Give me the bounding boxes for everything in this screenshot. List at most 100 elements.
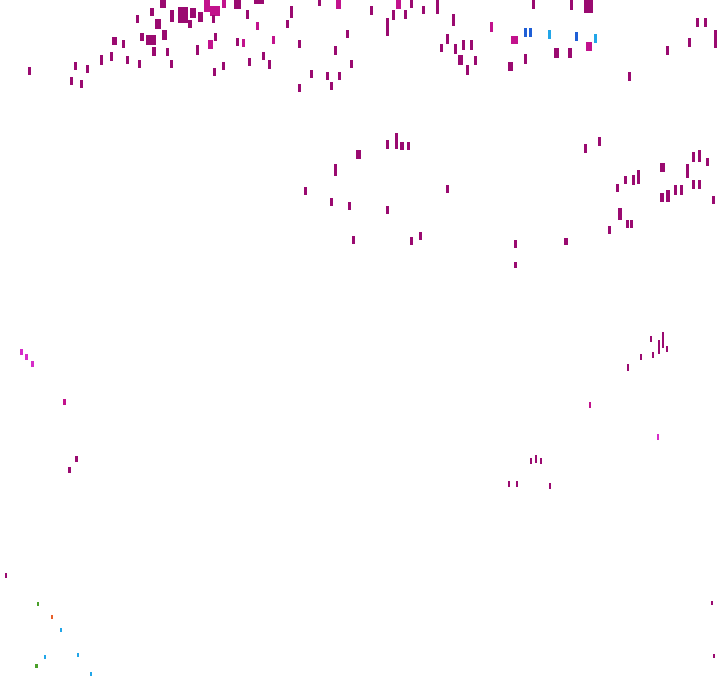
mark [112,37,117,45]
mark [208,40,213,49]
mark [386,140,389,149]
mark [74,62,77,70]
mark [586,42,592,51]
mark [346,30,349,38]
mark [138,60,141,68]
mark [532,0,535,9]
mark [35,664,38,668]
mark [511,36,518,44]
mark [20,349,23,355]
mark [640,354,642,360]
mark [150,8,154,16]
mark [584,0,593,13]
mark [122,40,125,48]
mark [51,615,53,619]
mark [660,163,665,172]
mark [298,40,301,48]
mark [422,6,425,14]
mark [268,60,271,69]
mark [44,655,46,659]
mark [589,402,591,408]
mark [686,164,689,178]
mark [524,28,527,37]
mark [508,62,513,71]
mark [75,456,78,462]
mark [77,653,79,657]
mark [514,262,517,268]
mark [680,185,683,195]
mark [90,672,92,676]
mark [178,7,188,23]
mark [25,354,28,360]
mark [698,180,701,189]
mark [386,206,389,214]
mark [68,467,71,473]
mark [410,237,413,245]
mark [336,0,341,9]
mark [549,483,551,489]
mark [535,455,537,463]
mark [86,65,89,73]
mark [608,226,611,234]
mark [658,340,660,354]
mark [704,18,707,27]
mark [188,20,192,28]
mark [352,236,355,244]
mark [256,22,259,30]
mark [627,364,629,371]
mark [568,48,572,58]
mark [713,654,715,658]
mark [692,180,695,189]
mark [711,601,713,605]
mark [624,176,627,184]
mark [152,47,156,56]
mark [660,193,664,202]
mark [454,44,457,54]
mark [564,238,568,245]
mark [213,68,216,76]
mark [246,10,249,19]
mark [80,80,83,88]
mark [404,10,407,19]
mark [630,220,633,228]
mark [598,137,601,146]
mark [262,52,265,60]
mark [155,19,161,29]
mark [508,481,510,487]
mark [594,34,597,43]
mark [304,187,307,195]
mark [714,30,717,48]
mark [31,361,34,367]
mark [446,34,449,44]
mark [548,30,551,39]
mark [452,14,455,26]
mark [666,46,669,55]
mark [170,60,173,68]
mark [440,44,443,52]
mark [395,133,398,149]
mark [254,0,264,4]
mark [236,38,239,46]
mark [272,36,275,44]
mark [160,0,166,8]
mark [662,332,664,348]
mark [410,0,413,8]
mark [696,18,699,27]
mark [166,48,169,56]
mark [514,240,517,248]
mark [400,142,404,150]
mark [162,30,167,40]
mark [63,399,66,405]
mark [196,45,199,55]
mark [370,6,373,15]
mark [575,32,578,41]
mark [516,481,518,487]
mark [28,67,31,75]
mark [632,175,635,185]
scattered-marks-middle [304,133,715,268]
mark [204,0,210,12]
mark [688,38,691,47]
mark [356,150,361,159]
